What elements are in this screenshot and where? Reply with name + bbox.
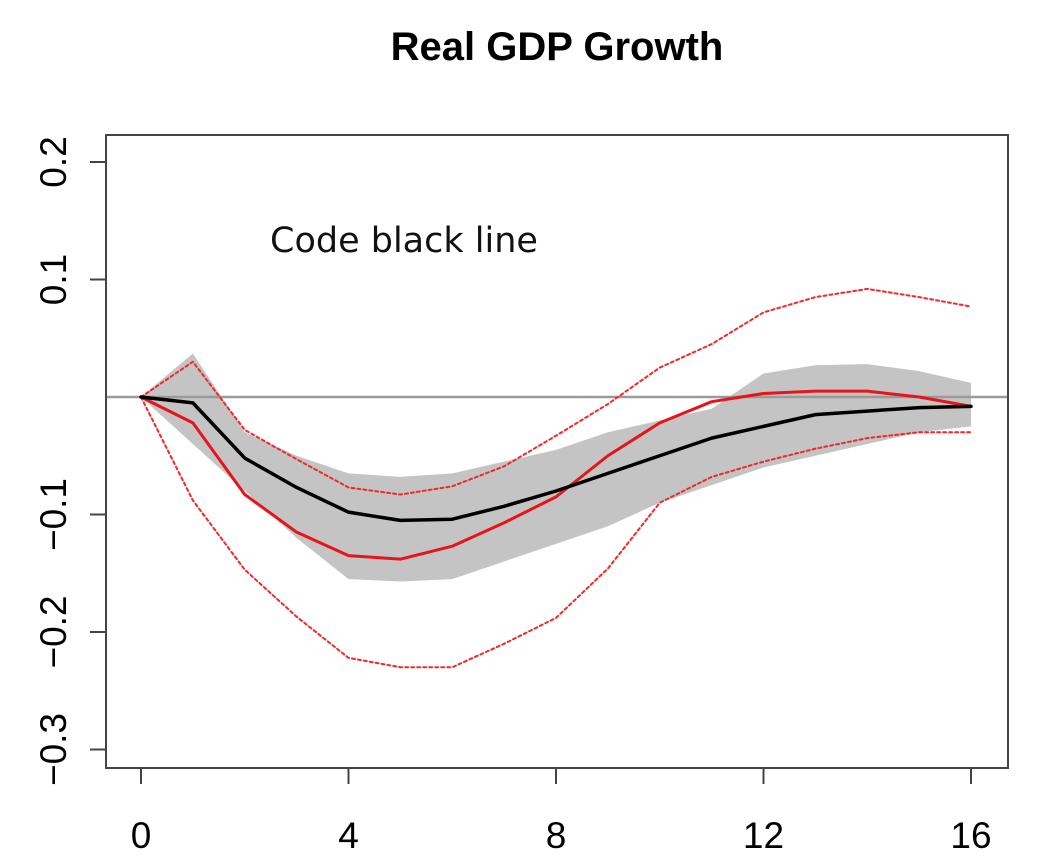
y-tick-label: −0.1 [33, 478, 74, 551]
x-tick-label: 4 [338, 815, 359, 856]
x-tick-label: 0 [131, 815, 152, 856]
black-line [139, 395, 973, 523]
y-tick-label: −0.3 [33, 713, 74, 786]
red-dotted-lower [140, 396, 972, 669]
y-tick-label: 0.1 [33, 254, 74, 305]
x-tick-label: 16 [950, 815, 991, 856]
red-line [139, 389, 973, 561]
x-tick-label: 12 [743, 815, 784, 856]
y-tick-label: 0.2 [33, 136, 74, 187]
x-tick-label: 8 [546, 815, 567, 856]
confidence-band-area [141, 353, 971, 582]
x-axis: 0 4 8 12 16 [131, 767, 992, 856]
series-layer [139, 287, 973, 669]
confidence-band [141, 353, 971, 582]
y-axis: −0.3 −0.2 −0.1 0.1 0.2 [33, 136, 107, 786]
chart-title: Real GDP Growth [391, 25, 724, 69]
red-dotted-upper [140, 287, 972, 496]
y-tick-label: −0.2 [33, 595, 74, 668]
annotation-text: Code black line [270, 221, 538, 261]
